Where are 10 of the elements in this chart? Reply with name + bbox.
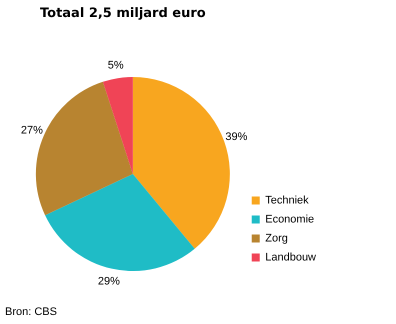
text: Bron: CBS	[5, 306, 57, 318]
legend-label: Zorg	[265, 232, 288, 245]
legend-label: Landbouw	[265, 252, 316, 264]
legend-label: Techniek	[265, 194, 310, 207]
data-label: 39%	[225, 130, 248, 143]
data-label: 29%	[98, 275, 120, 288]
data-label: 27%	[20, 124, 44, 136]
data-label: 5%	[108, 59, 124, 72]
chart-title: Totaal 2,5 miljard euro	[40, 6, 206, 21]
legend-label: Economie	[265, 214, 314, 226]
